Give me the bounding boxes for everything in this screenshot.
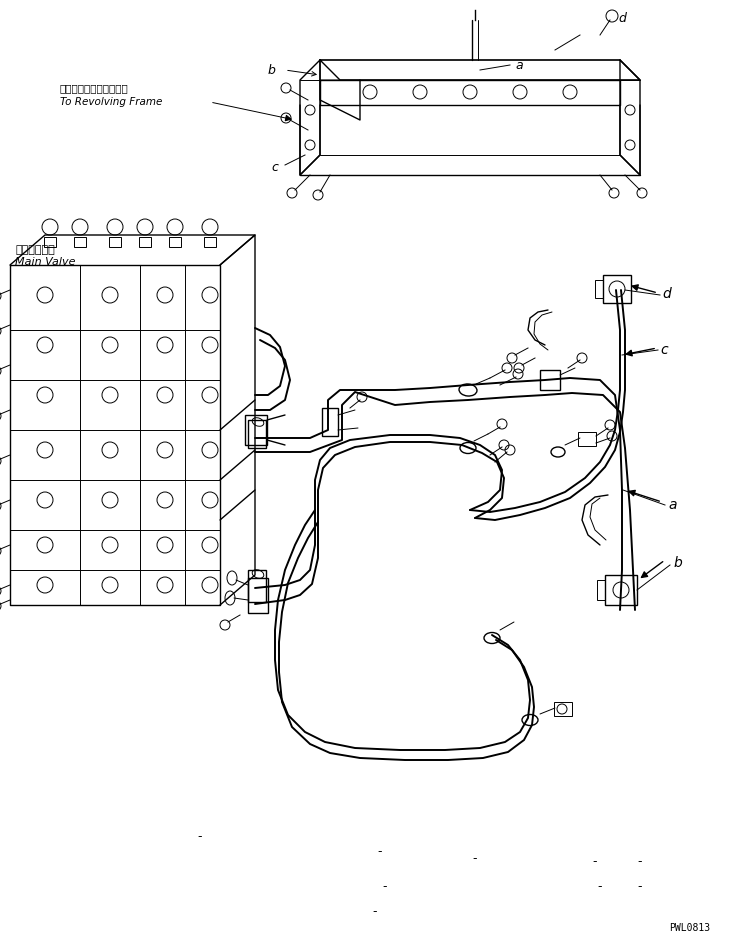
Bar — [109, 237, 121, 247]
Bar — [540, 370, 560, 390]
Bar — [248, 570, 266, 602]
Text: -: - — [638, 855, 642, 868]
Text: d: d — [662, 287, 671, 301]
Text: a: a — [515, 59, 523, 72]
Text: c: c — [660, 343, 668, 357]
Text: a: a — [668, 498, 677, 512]
Text: -: - — [593, 855, 598, 868]
Bar — [322, 408, 338, 436]
Bar — [169, 237, 181, 247]
Bar — [248, 420, 266, 448]
Text: -: - — [198, 830, 202, 843]
Text: -: - — [377, 845, 382, 858]
Bar — [597, 580, 605, 600]
Text: d: d — [618, 11, 626, 25]
Bar — [204, 237, 216, 247]
Text: レボルビングフレームへ: レボルビングフレームへ — [60, 83, 129, 93]
Text: To Revolving Frame: To Revolving Frame — [60, 97, 163, 107]
Bar — [74, 237, 86, 247]
Text: -: - — [473, 852, 477, 865]
Bar — [605, 575, 637, 605]
Text: c: c — [271, 161, 278, 173]
Text: メインバルブ: メインバルブ — [15, 245, 54, 255]
Text: b: b — [267, 63, 275, 77]
Bar — [554, 702, 572, 716]
Bar — [603, 275, 631, 303]
Text: PWL0813: PWL0813 — [669, 923, 710, 933]
Bar — [578, 432, 596, 446]
Bar — [44, 237, 56, 247]
Bar — [139, 237, 151, 247]
Bar — [245, 415, 267, 445]
Text: Main Valve: Main Valve — [15, 257, 75, 267]
Bar — [248, 578, 268, 613]
Text: -: - — [598, 880, 602, 893]
Text: -: - — [373, 905, 377, 918]
Text: b: b — [673, 556, 682, 570]
Text: -: - — [638, 880, 642, 893]
Text: -: - — [383, 880, 387, 893]
Bar — [595, 280, 603, 298]
